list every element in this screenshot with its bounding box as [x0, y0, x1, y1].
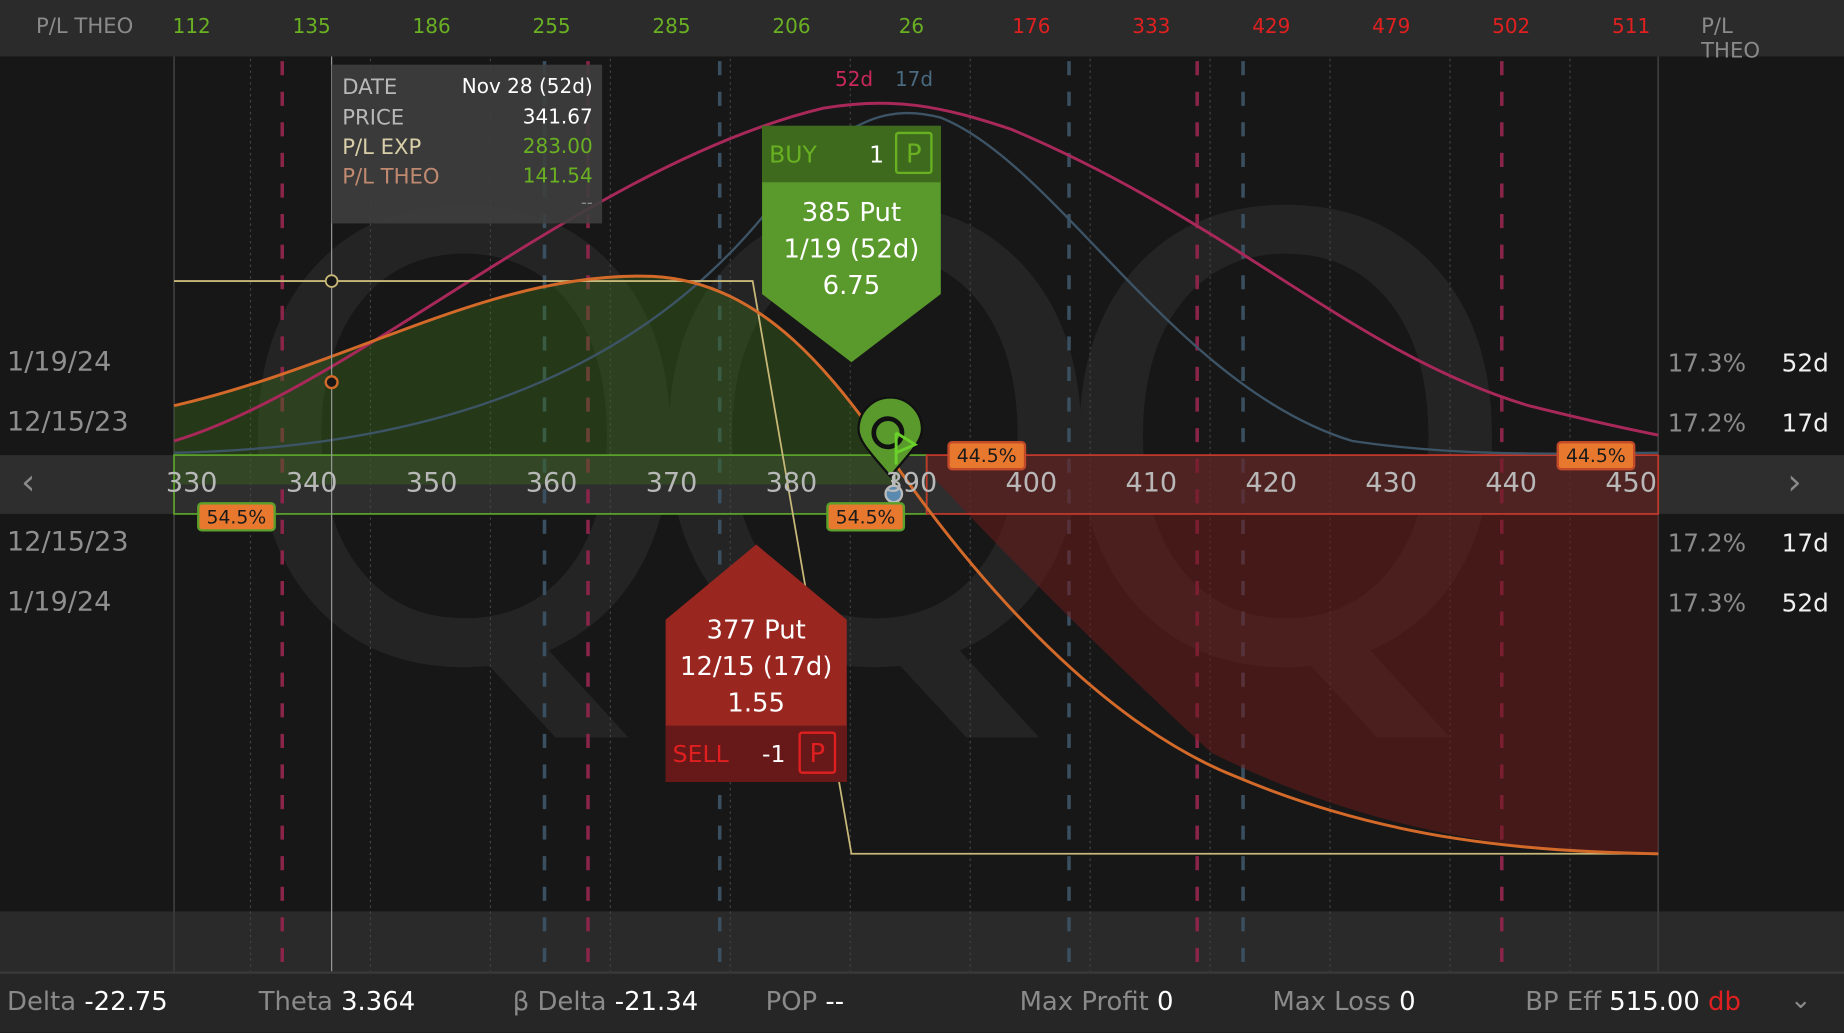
buy-expiry: 1/19 (52d)	[783, 235, 920, 265]
probability-below-badge: 54.5%	[826, 502, 905, 532]
chevron-right-icon[interactable]: ›	[1787, 462, 1802, 504]
max-loss-stat: Max Loss 0	[1272, 987, 1416, 1018]
beta-delta-stat: β Delta -21.34	[512, 987, 699, 1018]
sell-order-marker	[665, 544, 847, 783]
price-tick: 330	[165, 468, 218, 499]
tooltip-value: 141.54	[522, 164, 593, 189]
sell-strike: 377 Put	[706, 616, 806, 646]
label-17d: 17d	[894, 68, 934, 92]
buy-order-header[interactable]: BUY 1 P	[762, 125, 941, 183]
buy-order-details[interactable]: 385 Put 1/19 (52d) 6.75	[762, 195, 941, 304]
tooltip-key: P/L THEO	[342, 164, 440, 190]
pl-theo-value: 112	[172, 15, 211, 39]
exp-date: 1/19/24	[7, 586, 112, 618]
price-tick: 450	[1605, 468, 1657, 499]
pl-theo-value: 26	[898, 15, 925, 39]
sell-order-details[interactable]: 377 Put 12/15 (17d) 1.55	[666, 613, 847, 722]
buy-strike: 385 Put	[801, 198, 902, 229]
crosshair-exp-point	[324, 274, 339, 288]
exp-vol: 17.2%	[1667, 529, 1747, 558]
pl-theo-value: 255	[532, 15, 571, 39]
exp-dte: 52d	[1781, 349, 1829, 378]
sell-qty[interactable]: -1	[762, 739, 786, 768]
loss-range-outline	[925, 454, 1660, 515]
crosshair-theo-point	[324, 375, 339, 390]
pl-theo-value: 285	[652, 15, 691, 39]
exp-dte: 17d	[1781, 409, 1829, 438]
buy-qty[interactable]: 1	[869, 139, 885, 169]
pl-theo-value: 502	[1492, 15, 1531, 39]
tooltip-key: P/L EXP	[342, 135, 422, 160]
sell-price: 1.55	[727, 689, 785, 719]
lower-band	[0, 911, 1844, 972]
buy-price: 6.75	[822, 271, 881, 302]
pl-theo-value: 333	[1132, 15, 1171, 39]
price-tick: 440	[1485, 468, 1538, 499]
pl-theo-value: 135	[292, 15, 331, 39]
pl-theo-curve	[173, 274, 1659, 856]
pl-theo-value: 479	[1372, 15, 1411, 39]
pop-stat: POP --	[765, 987, 845, 1018]
buy-type-toggle[interactable]: P	[894, 131, 933, 175]
pl-theo-value: 176	[1012, 15, 1051, 39]
delta-stat: Delta -22.75	[7, 987, 168, 1018]
tooltip-extra: --	[580, 194, 593, 213]
sell-side: SELL	[672, 739, 729, 768]
probability-above-badge: 44.5%	[1556, 441, 1636, 471]
crosshair-tooltip: DATE Nov 28 (52d) PRICE 341.67 P/L EXP 2…	[331, 64, 603, 224]
buy-side: BUY	[769, 139, 817, 169]
pl-theo-value: 511	[1612, 15, 1651, 39]
sell-order-footer[interactable]: SELL -1 P	[665, 725, 847, 783]
exp-dte: 17d	[1781, 529, 1829, 558]
probability-above-badge: 44.5%	[947, 441, 1026, 471]
pl-theo-label-left: P/L THEO	[36, 14, 134, 39]
exp-vol: 17.3%	[1667, 589, 1747, 618]
chevron-down-icon[interactable]: ⌄	[1789, 985, 1812, 1015]
tooltip-key: DATE	[342, 75, 398, 100]
exp-date: 1/19/24	[7, 346, 112, 378]
exp-vol: 17.3%	[1667, 349, 1747, 378]
pl-theo-label-right: P/L THEO	[1701, 14, 1761, 64]
tooltip-key: PRICE	[342, 105, 405, 131]
status-bar: Delta -22.75 Theta 3.364 β Delta -21.34 …	[0, 971, 1844, 1033]
pl-expiration-line	[174, 280, 1659, 855]
sell-expiry: 12/15 (17d)	[680, 652, 833, 683]
price-tick: 420	[1245, 468, 1298, 499]
buy-order-marker	[762, 125, 941, 363]
exp-date: 12/15/23	[7, 406, 129, 438]
pl-theo-value: 206	[772, 15, 811, 39]
tooltip-value: Nov 28 (52d)	[461, 75, 593, 99]
chevron-left-icon[interactable]: ‹	[21, 462, 36, 504]
loss-area	[926, 455, 1659, 854]
price-tick: 350	[405, 468, 458, 499]
price-tick: 390	[885, 468, 938, 499]
probability-below-badge: 54.5%	[197, 502, 276, 532]
pl-theo-value: 186	[412, 15, 451, 39]
exp-date: 12/15/23	[7, 526, 129, 558]
pl-theo-value: 429	[1252, 15, 1291, 39]
price-tick: 360	[525, 468, 578, 499]
pl-theo-header	[0, 0, 1844, 57]
exp-dte: 52d	[1781, 589, 1829, 618]
tooltip-value: 283.00	[522, 135, 593, 159]
price-tick: 400	[1005, 468, 1058, 499]
current-price-pin-icon	[857, 396, 924, 504]
distribution-17d-curve	[174, 112, 1659, 455]
sell-type-toggle[interactable]: P	[798, 731, 837, 774]
label-52d: 52d	[834, 68, 874, 92]
exp-vol: 17.2%	[1667, 409, 1747, 438]
bp-eff-stat: BP Eff 515.00 db	[1525, 987, 1741, 1018]
price-tick: 370	[645, 468, 698, 499]
price-tick: 340	[285, 468, 338, 499]
tooltip-value: 341.67	[522, 105, 593, 130]
max-profit-stat: Max Profit 0	[1019, 987, 1174, 1018]
distribution-52d-curve	[173, 101, 1659, 443]
theta-stat: Theta 3.364	[258, 987, 416, 1018]
price-tick: 380	[765, 468, 818, 499]
profit-area	[174, 276, 900, 485]
price-tick: 430	[1365, 468, 1418, 499]
price-tick: 410	[1125, 468, 1178, 499]
